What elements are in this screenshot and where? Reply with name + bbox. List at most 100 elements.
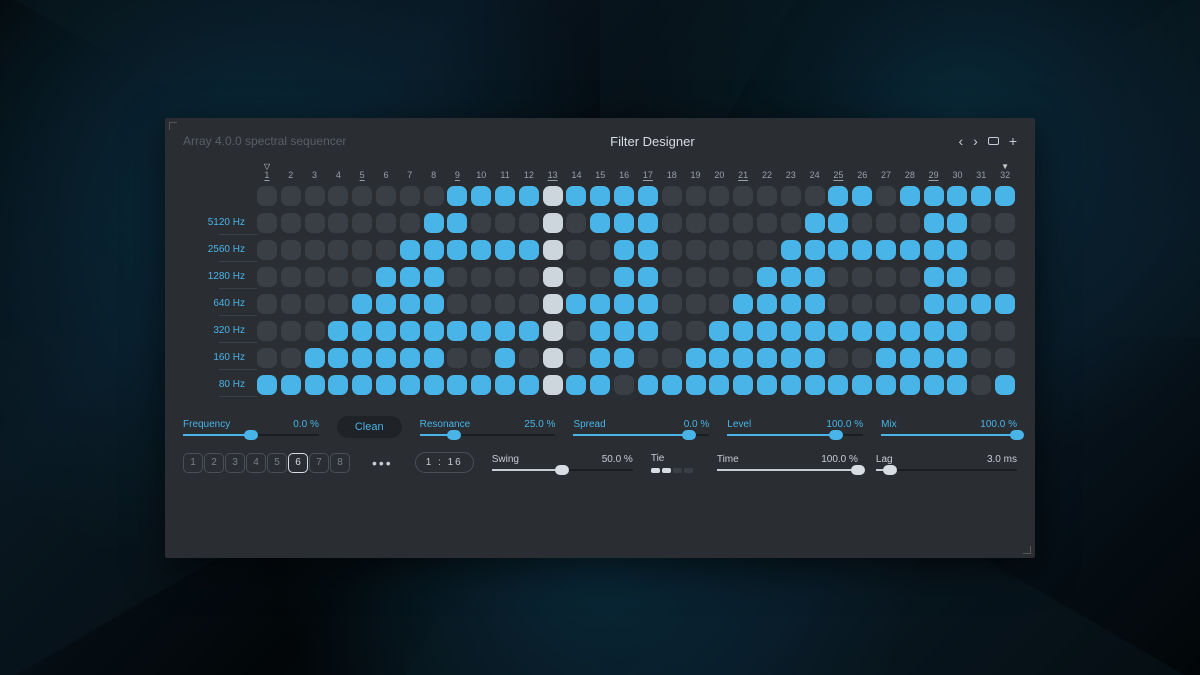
step-dot[interactable] bbox=[352, 213, 372, 233]
step-dot[interactable] bbox=[709, 375, 729, 395]
step-cell[interactable] bbox=[779, 348, 803, 368]
step-dot[interactable] bbox=[305, 267, 325, 287]
step-cell[interactable] bbox=[969, 186, 993, 206]
step-cell[interactable] bbox=[850, 348, 874, 368]
step-dot[interactable] bbox=[709, 267, 729, 287]
step-dot[interactable] bbox=[852, 213, 872, 233]
step-dot[interactable] bbox=[733, 375, 753, 395]
step-dot[interactable] bbox=[614, 240, 634, 260]
step-dot[interactable] bbox=[828, 321, 848, 341]
step-cell[interactable] bbox=[684, 240, 708, 260]
step-dot[interactable] bbox=[543, 240, 563, 260]
step-dot[interactable] bbox=[947, 213, 967, 233]
step-dot[interactable] bbox=[424, 267, 444, 287]
step-cell[interactable] bbox=[326, 213, 350, 233]
step-cell[interactable] bbox=[898, 348, 922, 368]
step-cell[interactable] bbox=[303, 267, 327, 287]
pattern-button-3[interactable]: 3 bbox=[225, 453, 245, 473]
step-dot[interactable] bbox=[828, 375, 848, 395]
step-number[interactable]: 11 bbox=[493, 170, 517, 180]
step-dot[interactable] bbox=[495, 294, 515, 314]
step-cell[interactable] bbox=[874, 321, 898, 341]
step-cell[interactable] bbox=[565, 348, 589, 368]
step-cell[interactable] bbox=[326, 375, 350, 395]
step-dot[interactable] bbox=[805, 321, 825, 341]
step-dot[interactable] bbox=[709, 348, 729, 368]
step-dot[interactable] bbox=[447, 348, 467, 368]
step-dot[interactable] bbox=[305, 348, 325, 368]
more-menu-icon[interactable]: ••• bbox=[368, 455, 397, 471]
step-dot[interactable] bbox=[995, 348, 1015, 368]
step-dot[interactable] bbox=[519, 240, 539, 260]
step-dot[interactable] bbox=[590, 375, 610, 395]
step-dot[interactable] bbox=[805, 267, 825, 287]
step-dot[interactable] bbox=[686, 321, 706, 341]
step-dot[interactable] bbox=[638, 375, 658, 395]
step-dot[interactable] bbox=[876, 294, 896, 314]
step-dot[interactable] bbox=[281, 321, 301, 341]
step-dot[interactable] bbox=[424, 375, 444, 395]
step-dot[interactable] bbox=[352, 186, 372, 206]
step-dot[interactable] bbox=[709, 186, 729, 206]
step-cell[interactable] bbox=[255, 267, 279, 287]
step-cell[interactable] bbox=[660, 240, 684, 260]
step-dot[interactable] bbox=[638, 267, 658, 287]
step-cell[interactable] bbox=[446, 348, 470, 368]
step-dot[interactable] bbox=[566, 321, 586, 341]
step-dot[interactable] bbox=[686, 213, 706, 233]
step-dot[interactable] bbox=[376, 294, 396, 314]
step-dot[interactable] bbox=[352, 375, 372, 395]
step-cell[interactable] bbox=[922, 375, 946, 395]
step-dot[interactable] bbox=[495, 240, 515, 260]
step-dot[interactable] bbox=[566, 294, 586, 314]
step-cell[interactable] bbox=[946, 186, 970, 206]
step-cell[interactable] bbox=[350, 294, 374, 314]
step-dot[interactable] bbox=[566, 348, 586, 368]
step-dot[interactable] bbox=[900, 267, 920, 287]
step-dot[interactable] bbox=[638, 321, 658, 341]
step-dot[interactable] bbox=[519, 186, 539, 206]
step-number[interactable]: 9 bbox=[446, 170, 470, 180]
step-cell[interactable] bbox=[493, 348, 517, 368]
step-dot[interactable] bbox=[757, 348, 777, 368]
step-dot[interactable] bbox=[971, 294, 991, 314]
step-dot[interactable] bbox=[852, 186, 872, 206]
step-cell[interactable] bbox=[422, 375, 446, 395]
step-dot[interactable] bbox=[805, 186, 825, 206]
step-cell[interactable] bbox=[850, 294, 874, 314]
step-number[interactable]: 3 bbox=[303, 170, 327, 180]
step-cell[interactable] bbox=[612, 213, 636, 233]
step-dot[interactable] bbox=[400, 267, 420, 287]
step-dot[interactable] bbox=[995, 375, 1015, 395]
pattern-button-8[interactable]: 8 bbox=[330, 453, 350, 473]
step-dot[interactable] bbox=[947, 321, 967, 341]
step-number[interactable]: 5 bbox=[350, 170, 374, 180]
step-dot[interactable] bbox=[305, 213, 325, 233]
step-cell[interactable] bbox=[922, 213, 946, 233]
step-dot[interactable] bbox=[543, 375, 563, 395]
step-cell[interactable] bbox=[326, 348, 350, 368]
step-dot[interactable] bbox=[971, 375, 991, 395]
step-cell[interactable] bbox=[446, 294, 470, 314]
step-dot[interactable] bbox=[376, 213, 396, 233]
step-cell[interactable] bbox=[684, 186, 708, 206]
step-dot[interactable] bbox=[852, 321, 872, 341]
step-dot[interactable] bbox=[328, 267, 348, 287]
step-dot[interactable] bbox=[686, 240, 706, 260]
step-dot[interactable] bbox=[519, 375, 539, 395]
step-dot[interactable] bbox=[257, 240, 277, 260]
step-cell[interactable] bbox=[636, 267, 660, 287]
step-cell[interactable] bbox=[422, 348, 446, 368]
step-dot[interactable] bbox=[876, 348, 896, 368]
step-cell[interactable] bbox=[398, 213, 422, 233]
step-cell[interactable] bbox=[922, 321, 946, 341]
step-cell[interactable] bbox=[326, 294, 350, 314]
step-cell[interactable] bbox=[517, 186, 541, 206]
step-dot[interactable] bbox=[400, 240, 420, 260]
step-dot[interactable] bbox=[924, 267, 944, 287]
step-cell[interactable] bbox=[850, 375, 874, 395]
step-cell[interactable] bbox=[993, 186, 1017, 206]
step-dot[interactable] bbox=[590, 348, 610, 368]
step-dot[interactable] bbox=[947, 294, 967, 314]
step-dot[interactable] bbox=[662, 213, 682, 233]
